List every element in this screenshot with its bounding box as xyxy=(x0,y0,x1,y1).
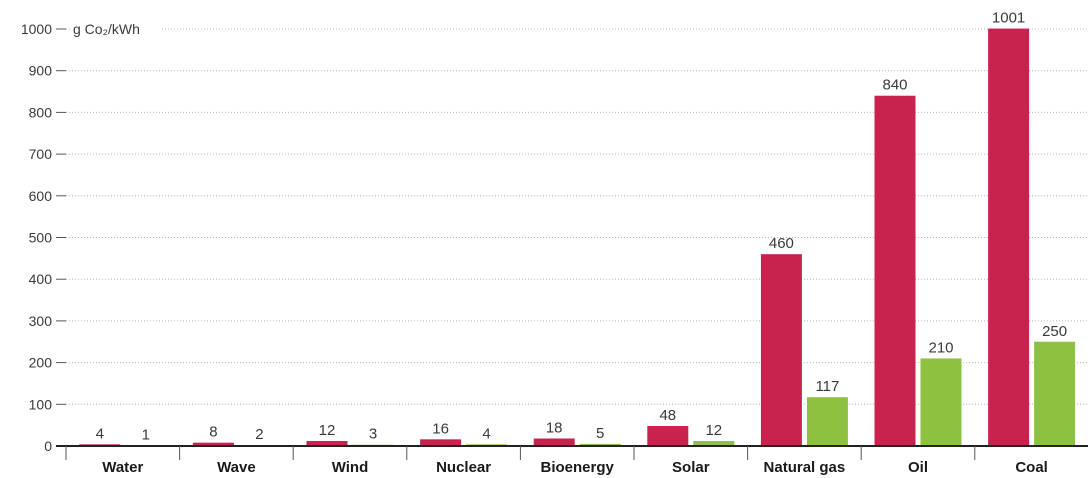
y-tick-label: 200 xyxy=(29,355,53,371)
data-label: 4 xyxy=(482,425,490,442)
data-label: 18 xyxy=(546,419,563,436)
y-tick-label: 700 xyxy=(29,146,53,162)
y-tick-label: 300 xyxy=(29,313,53,329)
x-tick-label: Wind xyxy=(332,459,369,476)
data-label: 16 xyxy=(432,420,449,437)
bars xyxy=(79,28,1076,446)
data-label: 5 xyxy=(596,425,604,442)
y-tick-label: 100 xyxy=(29,396,53,412)
y-tick-label: 500 xyxy=(29,230,53,246)
bar-green-coal xyxy=(1034,341,1076,446)
bar-magenta-oil xyxy=(874,95,916,446)
bar-magenta-nuclear xyxy=(420,439,462,446)
bar-green-bioenergy xyxy=(579,443,621,446)
y-tick-label: 1000 xyxy=(21,21,52,37)
bar-magenta-wave xyxy=(192,442,234,446)
data-label: 1 xyxy=(142,427,150,444)
y-tick-label: 400 xyxy=(29,271,53,287)
data-label: 8 xyxy=(209,424,217,441)
bar-magenta-solar xyxy=(647,425,689,446)
gridlines xyxy=(66,28,1088,405)
bar-magenta-coal xyxy=(988,28,1030,446)
y-tick-label: 900 xyxy=(29,63,53,79)
unit-label-background xyxy=(70,19,160,39)
x-tick-label: Coal xyxy=(1015,459,1048,476)
x-tick-label: Oil xyxy=(908,459,928,476)
x-tick-label: Nuclear xyxy=(436,459,491,476)
x-axis: Water Wave Wind Nuclear Bioenergy Solar Natura… xyxy=(56,445,1088,476)
data-label: 250 xyxy=(1042,323,1067,340)
bar-green-natural-gas xyxy=(806,397,848,446)
y-axis-unit-label: g Co₂/kWh xyxy=(73,21,140,37)
data-label: 1001 xyxy=(992,10,1025,27)
y-tick-label: 600 xyxy=(29,188,53,204)
x-tick-label: Wave xyxy=(217,459,256,476)
data-label: 2 xyxy=(255,426,263,443)
x-tick-label: Water xyxy=(102,459,143,476)
x-tick-label: Natural gas xyxy=(764,459,846,476)
data-label: 12 xyxy=(705,422,722,439)
data-label: 840 xyxy=(882,77,907,94)
bar-magenta-bioenergy xyxy=(533,438,575,446)
bar-green-solar xyxy=(693,440,735,446)
data-label: 12 xyxy=(319,422,336,439)
data-label: 48 xyxy=(659,407,676,424)
x-tick-label: Solar xyxy=(672,459,710,476)
y-tick-label: 0 xyxy=(44,438,52,454)
bar-green-oil xyxy=(920,358,962,446)
y-axis: 0 100 200 300 400 500 600 700 800 900 1000 xyxy=(21,21,66,454)
y-tick-label: 800 xyxy=(29,104,53,120)
bar-magenta-wind xyxy=(306,440,348,446)
bar-magenta-natural-gas xyxy=(760,254,802,446)
data-label: 210 xyxy=(928,339,953,356)
data-label: 117 xyxy=(815,378,839,395)
x-tick-label: Bioenergy xyxy=(541,459,615,476)
data-label: 3 xyxy=(369,426,377,443)
data-label: 460 xyxy=(769,235,794,252)
data-label: 4 xyxy=(96,425,104,442)
